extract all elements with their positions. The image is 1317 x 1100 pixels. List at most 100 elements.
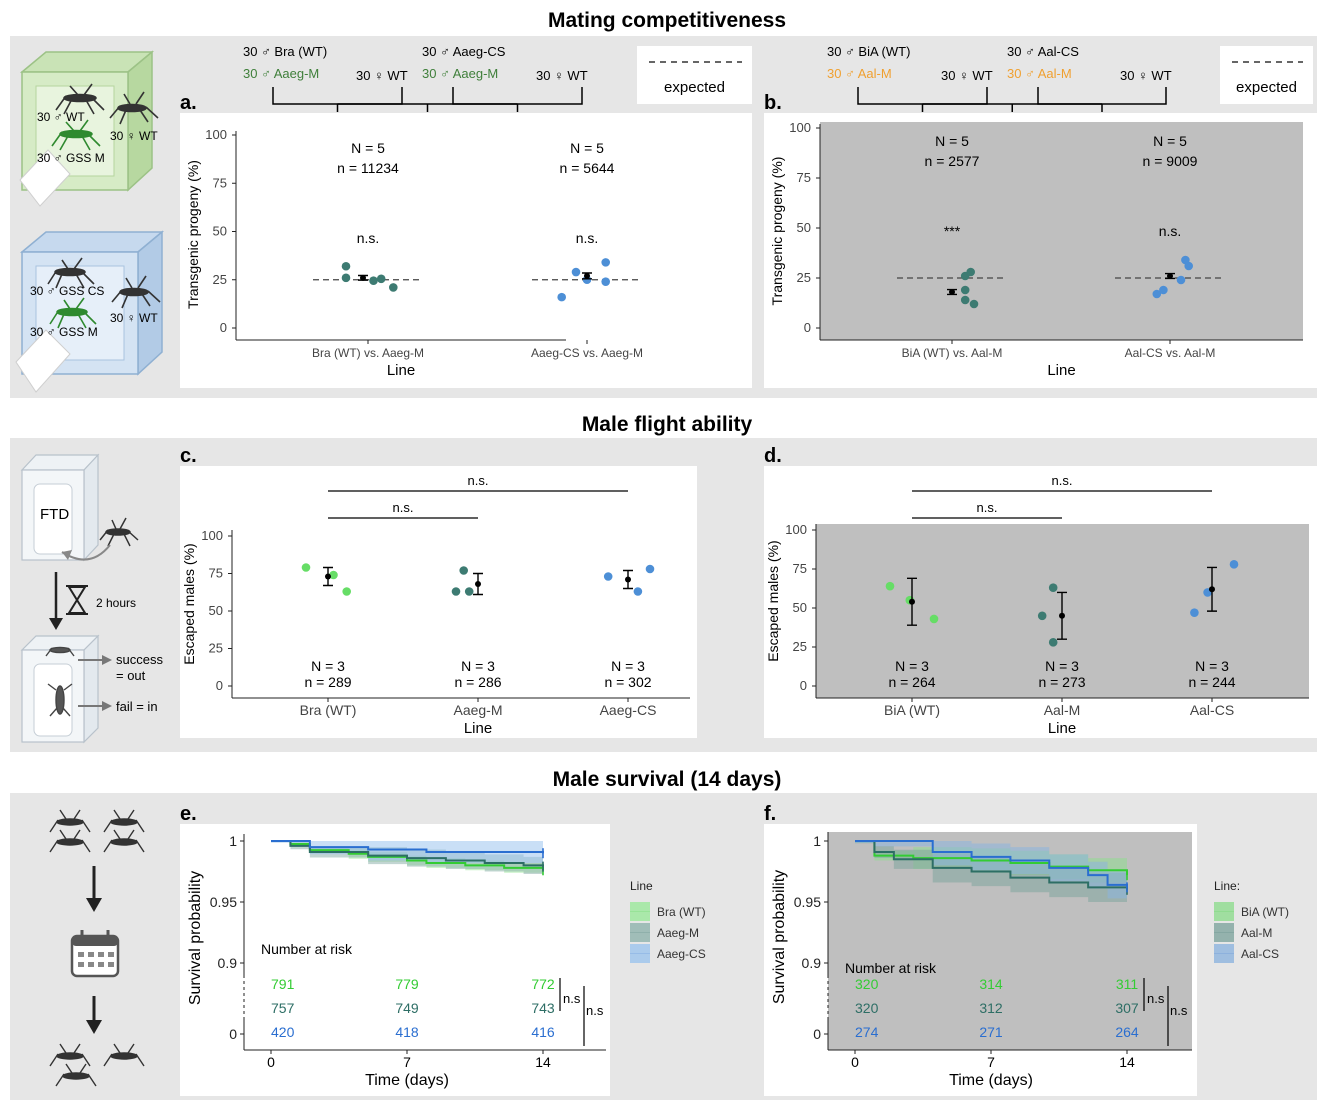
legend-title: Line:	[1214, 879, 1240, 893]
plot-background	[820, 122, 1303, 340]
section-title-survival: Male survival (14 days)	[553, 768, 782, 791]
sample-count-N: N = 5	[570, 140, 604, 156]
sample-count-n: n = 273	[1038, 674, 1085, 690]
x-axis-title: Time (days)	[365, 1072, 449, 1089]
legend-box	[637, 46, 752, 104]
cross-bracket-tick	[921, 104, 1103, 112]
y-tick-label: 0	[220, 320, 227, 335]
panel-a-mating: a. 30 ♂ Bra (WT) 30 ♂ Aaeg-M 30 ♀ WT 30 ♂ Aa…	[180, 44, 752, 388]
significance-label: n.s.	[357, 230, 380, 246]
data-point	[960, 295, 970, 305]
y-tick-label: 50	[797, 220, 811, 235]
data-point	[1048, 583, 1058, 593]
risk-count: 314	[979, 976, 1003, 992]
survival-curve	[271, 840, 544, 867]
cross-male-label: 30 ♂ Bra (WT)	[243, 44, 327, 59]
legend-swatch	[630, 944, 650, 963]
data-point	[329, 570, 338, 580]
survival-curve	[855, 840, 1128, 888]
x-axis-title: Line	[1047, 362, 1075, 379]
y-tick-label: 25	[213, 272, 227, 287]
x-tick-label: 0	[851, 1054, 859, 1070]
cross-male-label: 30 ♂ Aal-CS	[1007, 44, 1079, 59]
data-point	[969, 299, 979, 309]
survival-illustration	[49, 809, 145, 1087]
sample-count-N: N = 3	[895, 658, 929, 674]
cross-female-label: 30 ♀ WT	[536, 68, 588, 83]
risk-table-title: Number at risk	[845, 960, 937, 976]
cross-male-label: 30 ♂ Aaeg-M	[422, 66, 498, 81]
y-axis-title: Escaped males (%)	[765, 540, 781, 661]
arrow-down-icon	[86, 1020, 102, 1034]
panel-frame	[180, 466, 697, 738]
cage1-label-gss-m: 30 ♂ GSS M	[37, 151, 105, 165]
fail-label: fail = in	[116, 699, 158, 714]
data-point	[451, 587, 461, 596]
arrow-down-icon	[86, 898, 102, 912]
data-point	[1048, 638, 1058, 647]
risk-count: 271	[979, 1024, 1003, 1040]
data-point	[1229, 560, 1239, 569]
x-tick-label: Aal-M	[1044, 702, 1081, 718]
mosquito-icon	[49, 297, 97, 329]
sample-count-n: n = 9009	[1143, 153, 1198, 169]
y-tick-label: 100	[785, 522, 807, 537]
panel-letter: e.	[180, 803, 197, 825]
risk-count: 416	[531, 1024, 555, 1040]
data-point	[885, 581, 895, 591]
legend-label: Aal-M	[1241, 926, 1272, 940]
x-tick-label: 7	[403, 1054, 411, 1070]
legend-box	[1220, 46, 1313, 104]
arrow-down-icon	[49, 618, 63, 630]
y-axis-title: Survival probability	[187, 871, 204, 1005]
panel-letter: c.	[180, 445, 197, 467]
confidence-band	[855, 841, 1127, 901]
data-point	[645, 564, 655, 574]
legend-label: Aaeg-CS	[657, 947, 706, 961]
data-point	[341, 273, 351, 283]
mean-point	[1059, 612, 1065, 619]
cross-female-label: 30 ♀ WT	[941, 68, 993, 83]
panel-letter: f.	[764, 803, 776, 825]
sample-count-N: N = 5	[1153, 133, 1187, 149]
significance-label: n.s.	[393, 500, 414, 515]
panel-e-survival: e. 1 0.95 0.9 0 0 7 14 Survival probability Time …	[180, 803, 706, 1096]
y-axis-title: Survival probability	[771, 870, 788, 1004]
risk-count: 307	[1115, 1000, 1139, 1016]
mosquito-icon	[47, 257, 95, 289]
y-tick-label: 75	[793, 561, 807, 576]
data-point	[603, 572, 613, 581]
y-tick-label: 0	[813, 1026, 821, 1042]
risk-count: 274	[855, 1024, 879, 1040]
risk-count: 264	[1115, 1024, 1139, 1040]
significance-label: ***	[944, 223, 961, 239]
sample-count-n: n = 2577	[925, 153, 980, 169]
data-point	[557, 292, 566, 302]
cage2-label-gss-cs: 30 ♂ GSS CS	[30, 284, 104, 298]
x-tick-label: Aaeg-M	[453, 702, 502, 718]
sample-count-N: N = 3	[461, 658, 495, 674]
y-tick-label: 0	[229, 1026, 237, 1042]
arrow-icon	[102, 655, 112, 665]
data-point	[960, 285, 970, 295]
data-point	[929, 614, 939, 624]
sample-count-n: n = 289	[304, 674, 351, 690]
x-axis-title: Line	[1048, 720, 1076, 737]
y-tick-label: 75	[209, 566, 223, 581]
panel-letter: b.	[764, 92, 782, 114]
comparison-label: n.s	[1170, 1003, 1188, 1018]
cage-illustration-blue: 30 ♂ GSS CS 30 ♀ WT 30 ♂ GSS M	[15, 230, 165, 393]
significance-label: n.s.	[1052, 473, 1073, 488]
legend-label: Aal-CS	[1241, 947, 1279, 961]
mean-point	[475, 581, 481, 587]
y-tick-label: 0.95	[210, 894, 237, 910]
y-tick-label: 0	[804, 320, 811, 335]
sample-count-n: n = 244	[1188, 674, 1235, 690]
data-point	[459, 566, 469, 575]
data-point	[633, 587, 643, 596]
x-tick-label: Aal-CS vs. Aal-M	[1125, 346, 1216, 360]
significance-label: n.s.	[468, 473, 489, 488]
data-point	[1037, 611, 1047, 621]
y-tick-label: 1	[813, 833, 821, 849]
